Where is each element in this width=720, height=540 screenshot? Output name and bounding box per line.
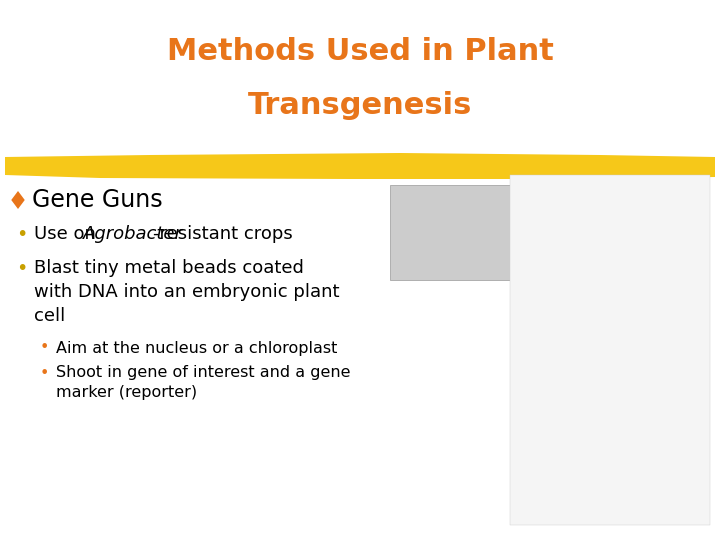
Text: •: • <box>17 225 27 244</box>
Text: cell: cell <box>34 307 66 325</box>
Polygon shape <box>12 191 24 209</box>
Bar <box>510 175 710 525</box>
Text: with DNA into an embryonic plant: with DNA into an embryonic plant <box>34 283 340 301</box>
Text: Agrobacter: Agrobacter <box>83 225 183 243</box>
Text: Blast tiny metal beads coated: Blast tiny metal beads coated <box>34 259 304 277</box>
Text: •: • <box>17 259 27 278</box>
Text: Methods Used in Plant: Methods Used in Plant <box>166 37 554 66</box>
Text: Aim at the nucleus or a chloroplast: Aim at the nucleus or a chloroplast <box>56 341 338 355</box>
Text: •: • <box>40 366 49 381</box>
Polygon shape <box>5 153 715 179</box>
Text: Use on: Use on <box>34 225 102 243</box>
Bar <box>390 185 510 280</box>
Text: -resistant crops: -resistant crops <box>153 225 293 243</box>
Text: Transgenesis: Transgenesis <box>248 91 472 119</box>
Text: marker (reporter): marker (reporter) <box>56 386 197 401</box>
Text: •: • <box>40 341 49 355</box>
Text: Shoot in gene of interest and a gene: Shoot in gene of interest and a gene <box>56 366 351 381</box>
Text: Gene Guns: Gene Guns <box>32 188 163 212</box>
